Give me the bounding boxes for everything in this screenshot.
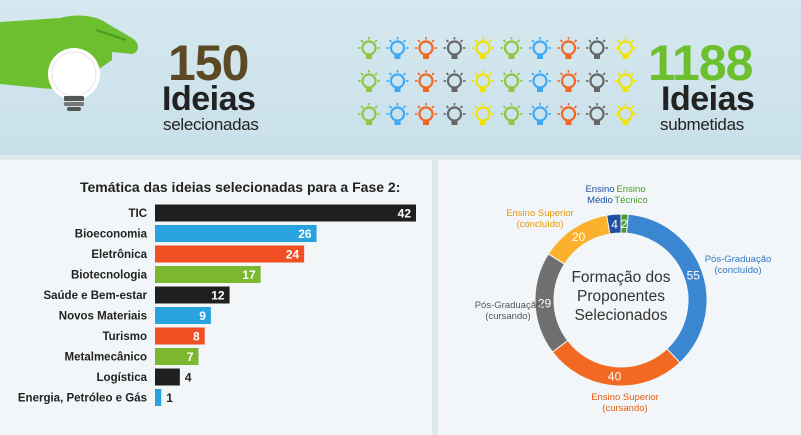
bar-value-label: 7 <box>187 350 194 364</box>
lightbulb-icon <box>614 37 637 59</box>
lightbulb-icon <box>586 37 608 59</box>
bar-value-label: 26 <box>298 227 312 241</box>
lightbulb-icon <box>386 37 409 59</box>
lightbulb-icon <box>557 103 580 125</box>
bar <box>155 348 199 365</box>
selected-sub: selecionadas <box>163 115 259 134</box>
header-band <box>0 0 801 155</box>
bar-chart: TIC 42 Bioeconomia 26 Eletrônica 24 Biotecnolo… <box>18 204 416 406</box>
donut-slice-label: Pós-Graduação (cursando) <box>475 300 542 322</box>
bar-value-label: 42 <box>398 207 412 221</box>
submitted-count: 1188 <box>648 35 753 91</box>
lightbulb-icon <box>472 103 494 125</box>
donut-slice-label: Ensino Superior (cursando) <box>591 392 659 414</box>
bar-category-label: Turismo <box>102 331 147 343</box>
bar-category-label: Metalmecânico <box>65 352 147 364</box>
bar-value-label: 12 <box>211 289 225 303</box>
lightbulb-icon <box>529 103 551 125</box>
lightbulb-icon <box>557 70 580 92</box>
lightbulb-icon <box>358 37 380 59</box>
donut-slice <box>606 213 622 235</box>
bar-category-label: Logística <box>97 372 148 384</box>
lightbulb-icon <box>358 70 380 92</box>
lightbulb-icon-grid <box>358 37 637 125</box>
bar-value-label: 9 <box>199 309 206 323</box>
lightbulb-icon <box>443 37 466 59</box>
bar <box>155 225 317 242</box>
donut-slice-label: Ensino Médio <box>585 184 614 206</box>
lightbulb-icon <box>500 70 523 92</box>
donut-value-label: 29 <box>538 297 552 311</box>
lightbulb-icon <box>415 37 437 59</box>
bar <box>155 266 261 283</box>
lightbulb-icon <box>586 103 608 125</box>
lightbulb-icon <box>358 103 380 125</box>
donut-value-label: 40 <box>608 370 622 384</box>
lightbulb-icon <box>586 70 608 92</box>
bar <box>155 307 211 324</box>
lightbulb-icon <box>557 37 580 59</box>
selected-count: 150 <box>168 35 249 91</box>
bar-category-label: Eletrônica <box>91 249 147 261</box>
bar <box>155 327 205 345</box>
bar-value-label: 4 <box>185 371 192 385</box>
lightbulb-icon <box>443 70 466 92</box>
lightbulb-icon <box>386 70 409 92</box>
donut-slice-label: Pós-Graduação (concluído) <box>705 254 772 276</box>
submitted-word: Ideias <box>661 80 755 118</box>
bar <box>155 368 180 386</box>
bar <box>155 286 230 304</box>
lightbulb-icon <box>386 103 409 125</box>
bar <box>155 245 305 263</box>
bar-value-label: 1 <box>166 391 173 405</box>
lightbulb-icon <box>472 37 494 59</box>
submitted-sub: submetidas <box>660 115 744 134</box>
lightbulb-icon <box>614 103 637 125</box>
bar-value-label: 24 <box>286 248 300 262</box>
bar-category-label: TIC <box>128 208 147 220</box>
lightbulb-icon <box>472 70 494 92</box>
donut-slice-label: Ensino Técnico <box>614 184 647 206</box>
lightbulb-icon <box>415 103 437 125</box>
bar <box>155 204 416 222</box>
bar-category-label: Biotecnologia <box>71 270 148 282</box>
selected-word: Ideias <box>162 80 256 118</box>
bar-value-label: 17 <box>242 268 256 282</box>
lightbulb-icon <box>529 70 551 92</box>
donut-value-label: 4 <box>611 217 618 231</box>
donut-value-label: 20 <box>572 230 586 244</box>
lightbulb-icon <box>614 70 637 92</box>
bar-category-label: Bioeconomia <box>75 229 148 241</box>
donut-center-title: Formação dos Proponentes Selecionados <box>571 269 670 324</box>
lightbulb-icon <box>500 37 523 59</box>
bar-category-label: Saúde e Bem-estar <box>43 290 147 302</box>
bar-value-label: 8 <box>193 330 200 344</box>
hand-lightbulb-icon <box>0 15 138 111</box>
lightbulb-icon <box>415 70 437 92</box>
donut-slice-label: Ensino Superior (concluído) <box>506 208 574 230</box>
bar <box>155 389 162 406</box>
lightbulb-icon <box>500 103 523 125</box>
donut-chart: 2 Ensino Técnico 55 Pós-Graduação (concluído)… <box>475 184 772 414</box>
donut-chart-panel <box>438 160 801 435</box>
donut-value-label: 55 <box>687 268 701 282</box>
bar-category-label: Novos Materiais <box>59 311 147 323</box>
lightbulb-icon <box>529 37 551 59</box>
lightbulb-icon <box>443 103 466 125</box>
bar-category-label: Energia, Petróleo e Gás <box>18 393 147 405</box>
donut-value-label: 2 <box>621 217 628 231</box>
bar-chart-title: Temática das ideias selecionadas para a … <box>80 179 401 195</box>
